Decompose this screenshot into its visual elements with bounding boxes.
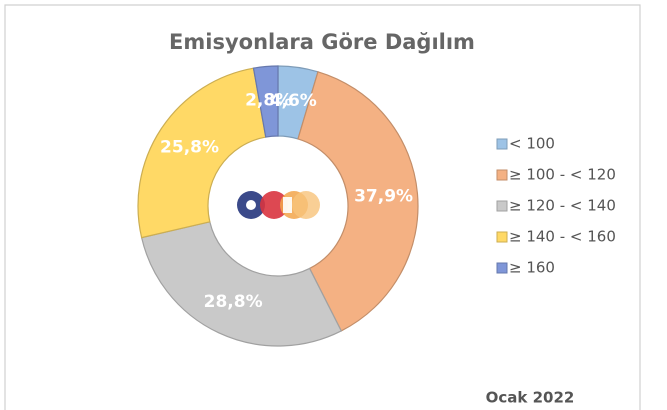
slice: [252, 65, 279, 138]
footnote: Ocak 2022: [486, 389, 575, 407]
slices: [137, 65, 419, 347]
legend-label: ≥ 100 - < 120: [509, 166, 616, 184]
legend-label: ≥ 140 - < 160: [509, 228, 616, 246]
slice: [137, 67, 267, 239]
data-label: 28,8%: [204, 292, 263, 312]
legend-label: ≥ 120 - < 140: [509, 197, 616, 215]
slice: [297, 71, 419, 332]
legend-swatch: [496, 231, 508, 243]
chart-title: Emisyonlara Göre Dağılım: [169, 30, 475, 54]
data-label: 25,8%: [160, 138, 219, 158]
data-label: 4,6%: [270, 91, 317, 111]
logo: [237, 191, 320, 219]
legend-swatch: [496, 262, 508, 274]
legend-swatch: [496, 138, 508, 150]
slice: [140, 221, 343, 347]
data-label: 2,8%: [245, 90, 292, 110]
frame: [4, 4, 641, 410]
data-label: 37,9%: [354, 187, 413, 207]
legend-label: ≥ 160: [509, 259, 555, 277]
legend-label: < 100: [509, 135, 555, 153]
legend-swatch: [496, 169, 508, 181]
legend-swatch: [496, 200, 508, 212]
